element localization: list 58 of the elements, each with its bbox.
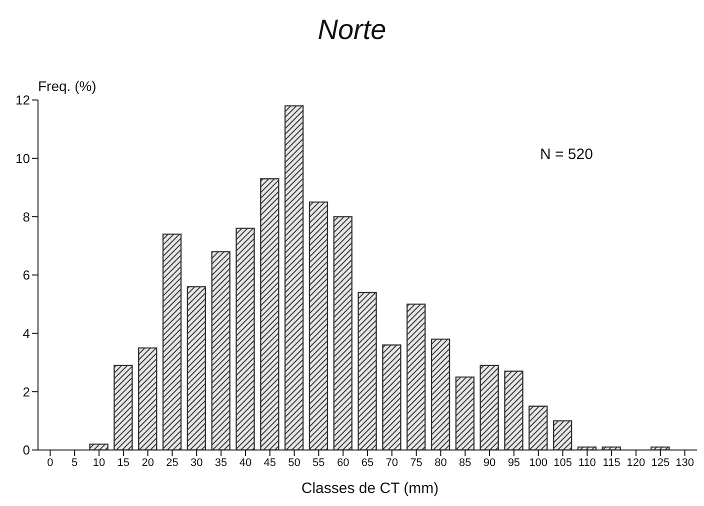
- annotation: N = 520: [540, 146, 593, 163]
- y-tick-label: 10: [16, 150, 30, 166]
- bar: [236, 228, 255, 450]
- x-tick-label: 110: [578, 456, 596, 469]
- x-tick-label: 130: [676, 456, 694, 469]
- x-tick-label: 15: [117, 456, 130, 469]
- x-tick-label: 95: [508, 456, 520, 469]
- x-tick-label: 45: [264, 456, 276, 469]
- x-axis-title: Classes de CT (mm): [300, 480, 440, 497]
- bar: [455, 376, 475, 450]
- bar: [382, 344, 402, 450]
- y-axis-title: Freq. (%): [38, 78, 96, 94]
- chart-title: Norte: [316, 14, 388, 46]
- x-tick-label: 20: [142, 456, 154, 469]
- bar: [358, 292, 377, 450]
- y-tick-label: 12: [16, 92, 30, 108]
- x-tick-label: 25: [166, 456, 178, 469]
- x-tick-label: 5: [72, 456, 78, 469]
- x-tick-label: 70: [386, 456, 398, 469]
- bar: [480, 364, 499, 450]
- x-tick-label: 10: [92, 456, 106, 469]
- bar: [260, 178, 280, 450]
- x-tick-label: 65: [361, 456, 374, 469]
- x-tick-label: 90: [483, 456, 496, 469]
- x-tick-label: 40: [239, 456, 252, 469]
- x-tick-label: 85: [459, 456, 472, 469]
- bar: [504, 370, 524, 450]
- bar: [528, 406, 548, 450]
- x-tick-label: 0: [47, 456, 54, 469]
- bar: [89, 444, 108, 450]
- bar: [308, 201, 328, 450]
- bar: [211, 251, 230, 450]
- x-tick-label: 100: [529, 456, 548, 469]
- y-tick-label: 4: [22, 326, 30, 341]
- bar: [552, 420, 572, 450]
- bar: [406, 304, 426, 450]
- bar: [430, 338, 450, 450]
- x-tick-label: 125: [651, 456, 670, 469]
- bar: [333, 216, 352, 450]
- bar: [162, 234, 182, 450]
- x-tick-label: 50: [288, 456, 300, 469]
- bar: [114, 364, 133, 450]
- x-tick-label: 55: [312, 456, 325, 469]
- x-tick-label: 80: [434, 456, 447, 469]
- y-tick-label: 6: [22, 268, 30, 283]
- bar: [284, 105, 304, 450]
- y-tick-label: 0: [22, 442, 30, 458]
- x-tick-label: 30: [190, 456, 203, 469]
- x-tick-label: 115: [602, 456, 620, 469]
- x-tick-label: 120: [626, 456, 646, 469]
- x-tick-label: 60: [336, 456, 350, 469]
- x-tick-label: 75: [410, 456, 422, 469]
- x-tick-label: 35: [214, 456, 228, 469]
- y-tick-label: 2: [22, 384, 30, 400]
- bar: [138, 347, 158, 450]
- y-tick-label: 8: [22, 209, 30, 224]
- x-tick-label: 105: [554, 456, 572, 469]
- bar: [186, 286, 206, 450]
